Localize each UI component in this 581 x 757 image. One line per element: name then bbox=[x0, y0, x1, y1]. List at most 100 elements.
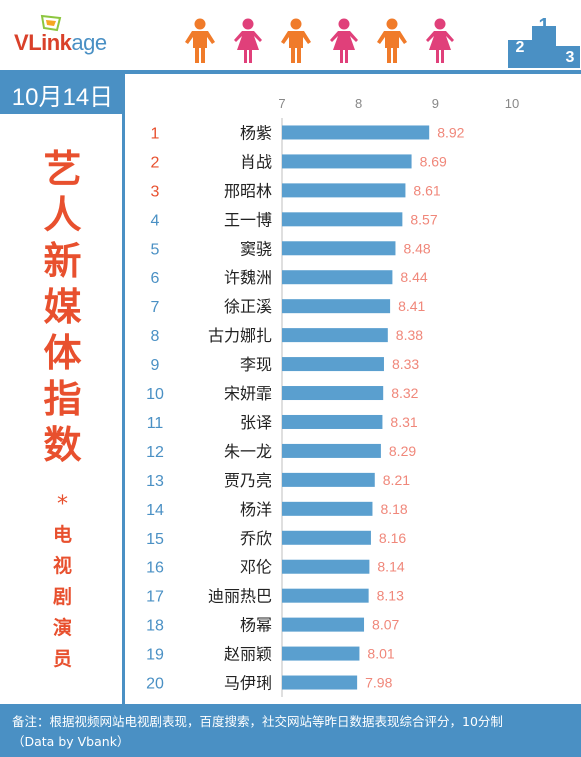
bar bbox=[282, 357, 384, 372]
person-female-icon bbox=[234, 18, 262, 63]
bar bbox=[282, 386, 384, 401]
rank-number: 20 bbox=[146, 676, 164, 693]
ranking-bar-chart: 7 8 9 10 1 杨紫 8.92 2 肖战 8.69 3 邢昭林 8.61 4 王一博 8.57 5 窦骁 8.… bbox=[146, 96, 519, 697]
value-label: 8.69 bbox=[420, 153, 447, 169]
title-char: 人 bbox=[43, 193, 82, 237]
bar bbox=[282, 241, 396, 256]
bar bbox=[282, 270, 393, 285]
subtitle-char: 员 bbox=[52, 648, 72, 670]
rank-number: 11 bbox=[147, 415, 164, 432]
bar bbox=[282, 183, 406, 198]
value-label: 8.18 bbox=[380, 501, 407, 517]
bar bbox=[282, 414, 383, 429]
x-tick-label: 7 bbox=[278, 96, 285, 111]
rank-number: 15 bbox=[146, 531, 164, 548]
actor-name: 李现 bbox=[240, 355, 272, 374]
x-tick-label: 8 bbox=[355, 96, 362, 111]
podium-number-1: 1 bbox=[538, 18, 549, 37]
logo-mark-icon bbox=[40, 14, 62, 32]
bar bbox=[282, 299, 391, 314]
rank-number: 1 bbox=[151, 125, 160, 142]
rank-number: 19 bbox=[146, 647, 164, 664]
rank-number: 16 bbox=[146, 560, 164, 577]
actor-name: 贾乃亮 bbox=[224, 471, 272, 490]
bar bbox=[282, 212, 403, 227]
subtitle-char: 演 bbox=[52, 617, 72, 639]
actor-name: 肖战 bbox=[240, 152, 272, 171]
header-divider bbox=[0, 70, 581, 74]
person-male-icon bbox=[281, 18, 311, 63]
value-label: 8.38 bbox=[396, 327, 423, 343]
bar bbox=[282, 154, 412, 169]
actor-name: 邓伦 bbox=[240, 558, 272, 577]
vlinkage-logo: VLinkage bbox=[14, 30, 107, 55]
rank-number: 12 bbox=[146, 444, 164, 461]
value-label: 8.57 bbox=[410, 211, 437, 227]
x-tick-label: 10 bbox=[505, 96, 519, 111]
actor-name: 乔欣 bbox=[240, 529, 272, 548]
date-badge: 10月14日 bbox=[0, 74, 125, 114]
value-label: 7.98 bbox=[365, 675, 392, 691]
actor-name: 窦骁 bbox=[240, 239, 272, 258]
podium-number-2: 2 bbox=[516, 39, 525, 56]
value-label: 8.92 bbox=[437, 124, 464, 140]
bar bbox=[282, 617, 365, 632]
subtitle-char: 电 bbox=[52, 524, 72, 546]
value-label: 8.41 bbox=[398, 298, 425, 314]
actor-name: 许魏洲 bbox=[224, 268, 272, 287]
actor-name: 王一博 bbox=[224, 210, 272, 229]
bar bbox=[282, 472, 375, 487]
bar bbox=[282, 530, 371, 545]
footer-line-2: （Data by Vbank） bbox=[12, 734, 130, 749]
value-label: 8.48 bbox=[403, 240, 430, 256]
value-label: 8.61 bbox=[413, 182, 440, 198]
bar bbox=[282, 328, 388, 343]
value-label: 8.32 bbox=[391, 385, 418, 401]
title-char: 艺 bbox=[43, 147, 82, 191]
rank-number: 3 bbox=[151, 183, 160, 200]
title-star: * bbox=[57, 492, 68, 517]
rank-number: 6 bbox=[151, 270, 160, 287]
actor-name: 迪丽热巴 bbox=[208, 587, 272, 606]
subtitle-char: 视 bbox=[52, 555, 72, 577]
rank-number: 4 bbox=[151, 212, 160, 229]
person-female-icon bbox=[426, 18, 454, 63]
title-char: 体 bbox=[43, 331, 82, 375]
podium-number-3: 3 bbox=[566, 49, 575, 66]
value-label: 8.31 bbox=[390, 414, 417, 430]
value-label: 8.29 bbox=[389, 443, 416, 459]
footer-note: 备注：根据视频网站电视剧表现，百度搜索，社交网站等昨日数据表现综合评分，10分制… bbox=[0, 704, 581, 757]
footer-line-1: 备注：根据视频网站电视剧表现，百度搜索，社交网站等昨日数据表现综合评分，10分制 bbox=[12, 714, 503, 729]
bar bbox=[282, 646, 360, 661]
actor-name: 朱一龙 bbox=[224, 442, 272, 461]
rank-number: 18 bbox=[146, 618, 164, 635]
bar bbox=[282, 588, 369, 603]
value-label: 8.13 bbox=[377, 588, 404, 604]
title-char: 数 bbox=[43, 423, 82, 467]
person-female-icon bbox=[330, 18, 358, 63]
value-label: 8.21 bbox=[383, 472, 410, 488]
people-icons bbox=[185, 18, 454, 63]
actor-name: 古力娜扎 bbox=[208, 326, 272, 345]
value-label: 8.33 bbox=[392, 356, 419, 372]
subtitle-char: 剧 bbox=[52, 586, 72, 608]
value-label: 8.01 bbox=[367, 646, 394, 662]
actor-name: 杨紫 bbox=[240, 123, 272, 142]
side-title-panel: 艺 人 新 媒 体 指 数 * 电 视 剧 演 员 bbox=[0, 114, 125, 704]
rank-number: 17 bbox=[146, 589, 164, 606]
rank-number: 2 bbox=[151, 154, 160, 171]
x-tick-label: 9 bbox=[432, 96, 439, 111]
title-char: 媒 bbox=[43, 285, 82, 329]
rank-number: 8 bbox=[151, 328, 160, 345]
actor-name: 徐正溪 bbox=[224, 297, 272, 316]
value-label: 8.07 bbox=[372, 617, 399, 633]
bar bbox=[282, 501, 373, 516]
rank-number: 7 bbox=[151, 299, 160, 316]
rank-number: 5 bbox=[151, 241, 160, 258]
rank-number: 9 bbox=[151, 357, 160, 374]
actor-name: 宋妍霏 bbox=[224, 384, 272, 403]
value-label: 8.16 bbox=[379, 530, 406, 546]
person-male-icon bbox=[377, 18, 407, 63]
podium-icon: 2 1 3 bbox=[508, 18, 580, 68]
rank-number: 10 bbox=[146, 386, 164, 403]
